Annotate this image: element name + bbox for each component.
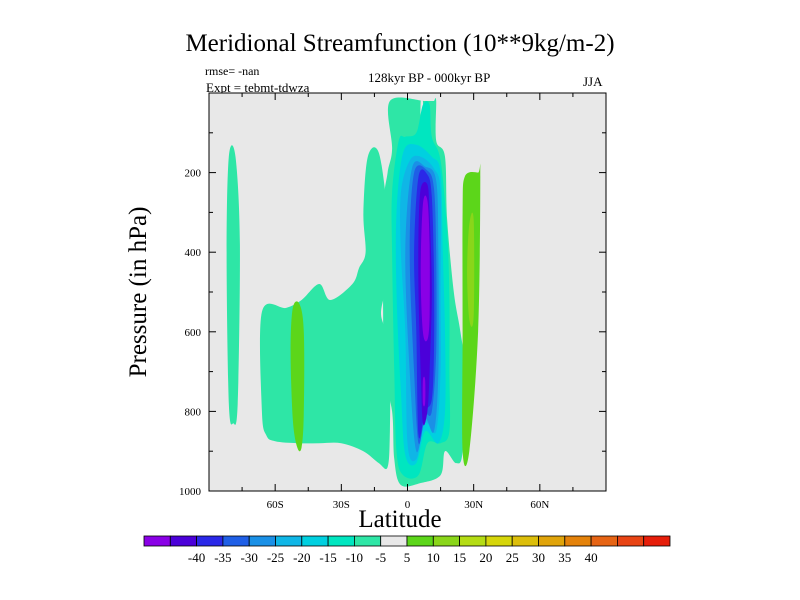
- colorbar-swatch: [538, 535, 566, 547]
- axes: 60S 30S 0 30N 60N 200 400 600 800 1000: [179, 93, 606, 511]
- x-tick-label: 30N: [464, 499, 483, 511]
- y-tick-label: 800: [185, 406, 202, 418]
- contour-lime-core-20n: [467, 212, 475, 327]
- colorbar-label: 30: [532, 550, 545, 565]
- colorbar-swatch: [459, 535, 487, 547]
- contour-violet-lower: [422, 376, 426, 407]
- colorbar-label: 15: [453, 550, 466, 565]
- colorbar-swatch: [643, 535, 671, 547]
- colorbar-swatch: [353, 535, 382, 547]
- x-tick-label: 30S: [333, 499, 350, 511]
- colorbar-label: -25: [267, 550, 284, 565]
- y-tick-label: 400: [185, 247, 202, 259]
- colorbar-label: 40: [585, 550, 598, 565]
- contour-regions: [226, 97, 481, 487]
- colorbar-swatch: [275, 535, 303, 547]
- contour-violet-core: [420, 195, 430, 342]
- colorbar-label: -40: [188, 550, 205, 565]
- colorbar-label: -10: [346, 550, 363, 565]
- rmse-annotation: rmse= -nan: [205, 64, 260, 78]
- colorbar-label: -15: [319, 550, 336, 565]
- colorbar-swatch: [617, 535, 645, 547]
- colorbar-label: -30: [241, 550, 258, 565]
- colorbar-swatch: [432, 535, 460, 547]
- expt-annotation: Expt = tebmt-tdwza: [206, 80, 310, 95]
- colorbar-swatch: [380, 535, 408, 547]
- colorbar: -40 -35 -30 -25 -20 -15 -10 -5 5 10 15 20 25 30 35 40: [143, 535, 671, 565]
- colorbar-label: -20: [293, 550, 310, 565]
- colorbar-label: 35: [558, 550, 571, 565]
- x-tick-label: 0: [405, 499, 411, 511]
- colorbar-swatch: [564, 535, 592, 547]
- colorbar-label: 20: [479, 550, 492, 565]
- chart-title: Meridional Streamfunction (10**9kg/m-2): [185, 30, 615, 57]
- y-tick-label: 600: [185, 327, 202, 339]
- colorbar-swatch: [222, 535, 250, 547]
- colorbar-swatch: [301, 535, 329, 547]
- colorbar-label: 10: [427, 550, 440, 565]
- x-tick-label: 60S: [267, 499, 284, 511]
- colorbar-label: 25: [506, 550, 519, 565]
- colorbar-label: -5: [375, 550, 386, 565]
- colorbar-swatch: [196, 535, 224, 547]
- colorbar-swatch: [485, 535, 513, 547]
- y-tick-label: 200: [185, 168, 202, 180]
- colorbar-swatch: [327, 535, 355, 547]
- colorbar-swatch: [590, 535, 618, 547]
- period-annotation: 128kyr BP - 000kyr BP: [368, 70, 491, 85]
- colorbar-swatch: [169, 535, 198, 547]
- season-annotation: JJA: [583, 74, 603, 89]
- colorbar-label: 5: [404, 550, 411, 565]
- contour-cyan-band-80s: [226, 145, 240, 425]
- x-tick-label: 60N: [530, 499, 549, 511]
- colorbar-swatch: [143, 535, 171, 547]
- contour-green-blob-50s: [290, 301, 305, 452]
- colorbar-swatch: [248, 535, 276, 547]
- colorbar-swatch: [511, 535, 539, 547]
- colorbar-swatch: [406, 535, 434, 547]
- y-tick-label: 1000: [179, 486, 202, 498]
- colorbar-label: -35: [214, 550, 231, 565]
- x-axis-label: Latitude: [358, 506, 442, 533]
